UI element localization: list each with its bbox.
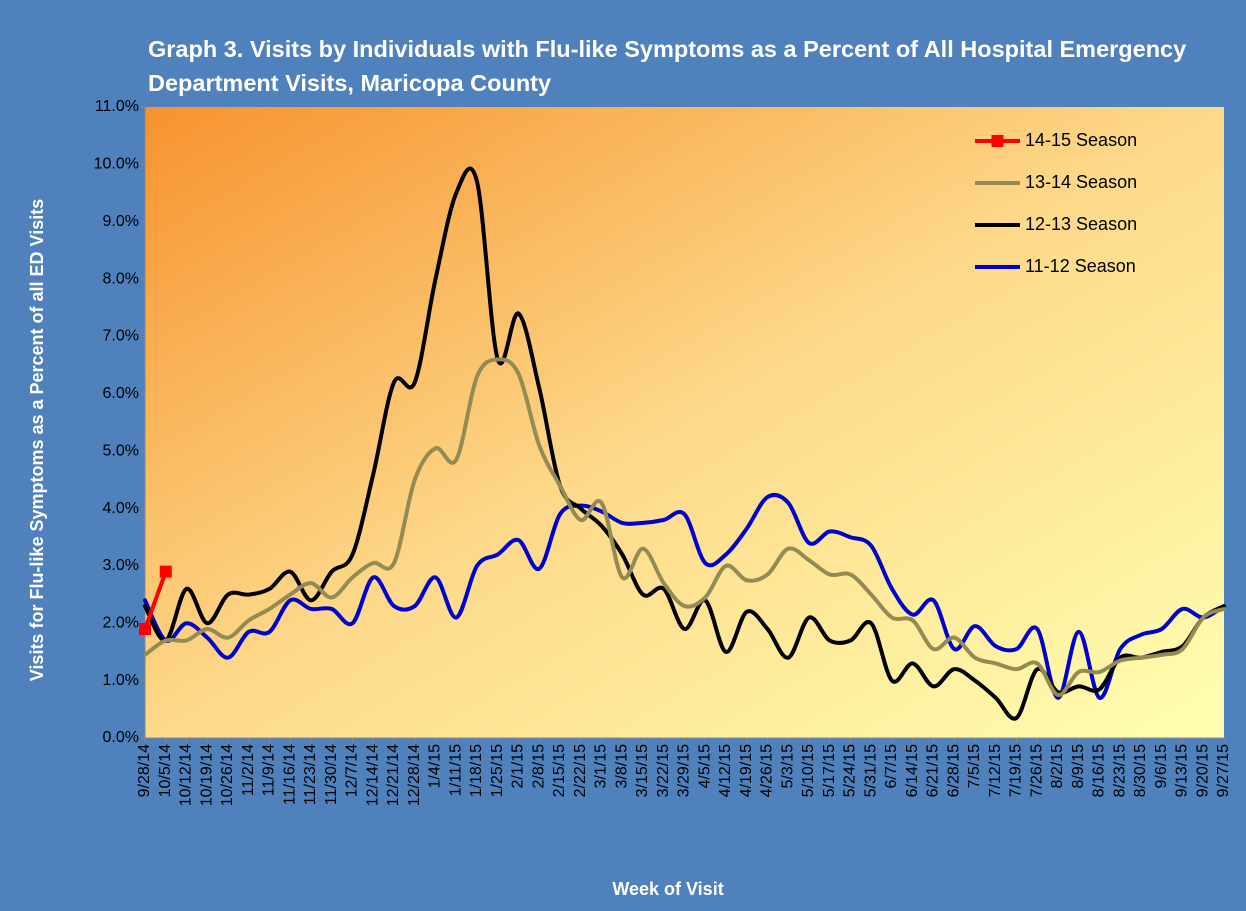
x-tick-label: 5/17/15 bbox=[821, 744, 838, 797]
x-tick-label: 11/2/14 bbox=[240, 744, 257, 796]
x-tick-label: 11/23/14 bbox=[302, 744, 319, 805]
y-tick-label: 1.0% bbox=[103, 672, 139, 689]
x-tick-label: 10/12/14 bbox=[178, 744, 195, 806]
legend-label: 12-13 Season bbox=[1025, 214, 1137, 234]
series-marker bbox=[139, 623, 151, 636]
legend-marker bbox=[991, 135, 1004, 147]
x-tick-label: 7/5/15 bbox=[966, 744, 983, 789]
y-tick-label: 3.0% bbox=[103, 557, 139, 574]
x-tick-label: 1/25/15 bbox=[489, 744, 506, 797]
x-tick-label: 6/21/15 bbox=[925, 744, 942, 797]
x-tick-label: 11/16/14 bbox=[281, 744, 298, 805]
legend-label: 11-12 Season bbox=[1025, 256, 1136, 276]
y-tick-label: 8.0% bbox=[103, 270, 139, 287]
x-tick-label: 9/27/15 bbox=[1215, 744, 1232, 797]
series-line bbox=[143, 166, 1226, 721]
x-tick-label: 5/3/15 bbox=[779, 744, 796, 789]
x-tick-label: 6/28/15 bbox=[945, 744, 962, 797]
x-tick-label: 6/7/15 bbox=[883, 744, 900, 789]
series-line bbox=[143, 357, 1226, 697]
y-tick-label: 0.0% bbox=[103, 729, 139, 746]
y-tick-label: 4.0% bbox=[103, 500, 139, 517]
y-tick-label: 11.0% bbox=[95, 98, 139, 115]
x-tick-label: 3/15/15 bbox=[634, 744, 651, 797]
x-tick-label: 3/8/15 bbox=[613, 744, 630, 789]
x-tick-label: 3/29/15 bbox=[676, 744, 693, 797]
x-tick-label: 10/26/14 bbox=[219, 744, 236, 806]
series-line bbox=[143, 492, 1226, 700]
x-tick-label: 12/21/14 bbox=[385, 744, 402, 806]
y-tick-label: 9.0% bbox=[103, 213, 139, 230]
x-tick-label: 1/18/15 bbox=[468, 744, 485, 797]
x-tick-label: 5/24/15 bbox=[842, 744, 859, 797]
x-tick-label: 11/30/14 bbox=[323, 744, 340, 805]
x-tick-label: 7/19/15 bbox=[1008, 744, 1025, 797]
plot-area bbox=[145, 107, 1224, 738]
x-tick-label: 4/19/15 bbox=[738, 744, 755, 797]
x-tick-label: 7/12/15 bbox=[987, 744, 1004, 797]
x-tick-label: 11/9/14 bbox=[261, 744, 278, 796]
x-tick-label: 2/1/15 bbox=[510, 744, 527, 789]
y-tick-label: 10.0% bbox=[94, 156, 139, 173]
x-tick-label: 5/31/15 bbox=[862, 744, 879, 797]
x-tick-label: 12/14/14 bbox=[364, 744, 381, 806]
x-tick-label: 5/10/15 bbox=[800, 744, 817, 797]
x-tick-label: 9/28/14 bbox=[136, 744, 153, 797]
x-tick-label: 1/11/15 bbox=[447, 744, 464, 796]
x-tick-label: 3/22/15 bbox=[655, 744, 672, 797]
x-tick-label: 9/6/15 bbox=[1153, 744, 1170, 789]
y-tick-label: 2.0% bbox=[103, 614, 139, 631]
x-tick-label: 12/28/14 bbox=[406, 744, 423, 806]
x-tick-label: 4/26/15 bbox=[759, 744, 776, 797]
x-tick-label: 8/9/15 bbox=[1070, 744, 1087, 789]
x-tick-label: 4/12/15 bbox=[717, 744, 734, 797]
x-tick-label: 6/14/15 bbox=[904, 744, 921, 797]
x-tick-label: 10/5/14 bbox=[157, 744, 174, 797]
series-line bbox=[143, 569, 168, 632]
chart-title: Graph 3. Visits by Individuals with Flu-… bbox=[148, 36, 1187, 96]
x-tick-label: 7/26/15 bbox=[1028, 744, 1045, 797]
x-tick-label: 3/1/15 bbox=[593, 744, 610, 789]
y-axis-label: Visits for Flu-like Symptoms as a Percen… bbox=[27, 199, 47, 682]
x-tick-label: 4/5/15 bbox=[696, 744, 713, 789]
x-tick-label: 10/19/14 bbox=[198, 744, 215, 806]
legend-label: 13-14 Season bbox=[1025, 172, 1137, 192]
x-tick-label: 8/2/15 bbox=[1049, 744, 1066, 789]
x-tick-label: 12/7/14 bbox=[344, 744, 361, 797]
x-tick-label: 8/16/15 bbox=[1091, 744, 1108, 797]
y-tick-label: 6.0% bbox=[103, 385, 139, 402]
x-tick-label: 8/23/15 bbox=[1111, 744, 1128, 797]
x-tick-label: 2/15/15 bbox=[551, 744, 568, 797]
x-tick-label: 9/13/15 bbox=[1174, 744, 1191, 797]
y-tick-label: 7.0% bbox=[103, 328, 139, 345]
x-tick-label: 2/22/15 bbox=[572, 744, 589, 797]
x-tick-label: 8/30/15 bbox=[1132, 744, 1149, 797]
x-axis-label: Week of Visit bbox=[612, 879, 723, 899]
y-tick-label: 5.0% bbox=[103, 442, 139, 459]
x-tick-label: 9/20/15 bbox=[1194, 744, 1211, 797]
x-tick-label: 1/4/15 bbox=[427, 744, 444, 789]
legend-label: 14-15 Season bbox=[1025, 130, 1137, 150]
x-tick-label: 2/8/15 bbox=[530, 744, 547, 789]
series-marker bbox=[159, 565, 172, 578]
